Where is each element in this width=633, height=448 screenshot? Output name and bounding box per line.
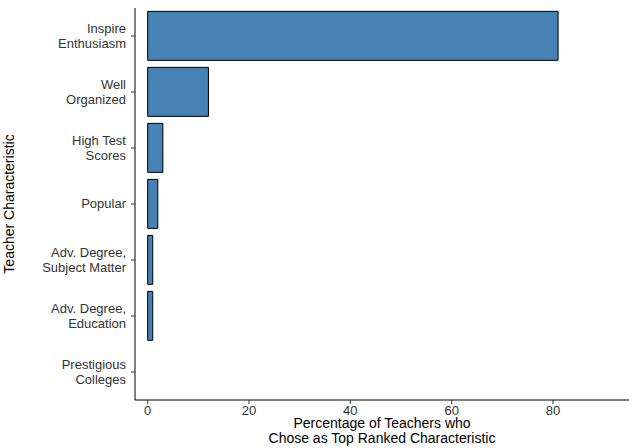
svg-text:Percentage of Teachers whoChos: Percentage of Teachers whoChose as Top R… <box>269 415 496 446</box>
svg-text:60: 60 <box>444 403 458 418</box>
svg-text:80: 80 <box>546 403 560 418</box>
svg-text:Popular: Popular <box>81 196 126 211</box>
svg-text:InspireEnthusiasm: InspireEnthusiasm <box>58 21 126 51</box>
svg-text:Adv. Degree,Subject Matter: Adv. Degree,Subject Matter <box>42 245 126 275</box>
svg-text:PrestigiousColleges: PrestigiousColleges <box>62 357 127 387</box>
svg-text:Teacher Characteristic: Teacher Characteristic <box>8 134 17 273</box>
svg-text:0: 0 <box>144 403 151 418</box>
svg-text:40: 40 <box>343 403 357 418</box>
svg-text:20: 20 <box>242 403 256 418</box>
svg-text:High TestScores: High TestScores <box>72 133 126 163</box>
svg-text:WellOrganized: WellOrganized <box>66 77 126 107</box>
svg-text:Adv. Degree,Education: Adv. Degree,Education <box>51 301 126 331</box>
